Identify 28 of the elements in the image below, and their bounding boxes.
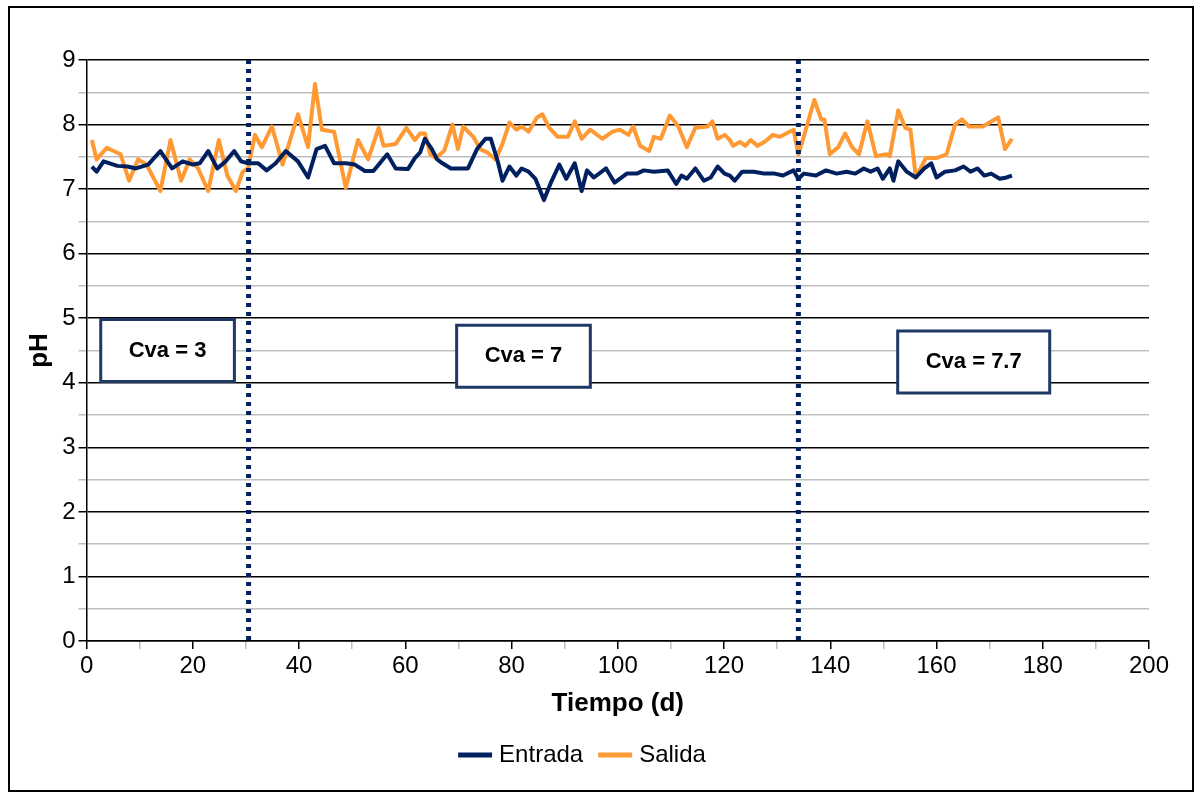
- x-tick-label: 40: [285, 651, 313, 679]
- y-tick-label: 3: [62, 431, 76, 459]
- y-tick-label: 7: [62, 173, 76, 201]
- legend-label: Salida: [639, 739, 707, 767]
- annotation: Cva = 7.7: [925, 348, 1022, 374]
- x-tick-label: 180: [1022, 651, 1063, 679]
- x-tick-label: 60: [391, 651, 419, 679]
- x-tick-label: 120: [704, 651, 745, 679]
- annotation: Cva = 7: [484, 342, 563, 368]
- y-tick-label: 5: [62, 302, 76, 330]
- annotation: Cva = 3: [128, 336, 207, 362]
- x-axis-title: Tiempo (d): [551, 686, 684, 717]
- y-tick-label: 9: [62, 44, 76, 72]
- legend-label: Entrada: [499, 739, 584, 767]
- y-tick-label: 1: [62, 561, 76, 589]
- y-tick-label: 4: [62, 367, 76, 395]
- y-tick-label: 0: [62, 625, 76, 653]
- x-tick-label: 0: [79, 651, 94, 679]
- y-tick-label: 8: [62, 109, 76, 137]
- x-tick-label: 200: [1128, 651, 1170, 679]
- y-tick-label: 2: [62, 496, 76, 524]
- x-tick-label: 20: [179, 651, 207, 679]
- y-tick-label: 6: [62, 238, 76, 266]
- x-tick-label: 80: [498, 651, 525, 679]
- x-tick-label: 140: [810, 651, 851, 679]
- x-tick-label: 160: [916, 651, 957, 679]
- x-tick-label: 100: [597, 651, 638, 679]
- y-axis-title: pH: [22, 333, 53, 368]
